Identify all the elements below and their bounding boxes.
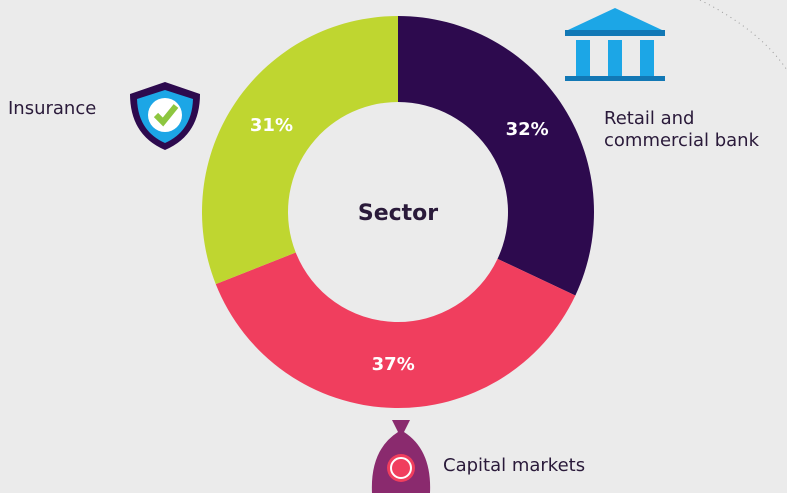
money-bag-icon [371, 420, 431, 493]
pie-segment [215, 252, 576, 409]
value-label: 31% [250, 115, 293, 136]
center-label: Sector [358, 201, 438, 226]
category-label: Capital markets [443, 455, 586, 476]
category-label: Retail and commercial bank [604, 108, 759, 151]
value-label: 37% [372, 354, 415, 375]
pie-segment [202, 16, 398, 285]
bank-icon [565, 8, 665, 81]
shield-icon [130, 82, 200, 150]
category-label: Insurance [8, 98, 97, 119]
pie-segment [398, 16, 594, 296]
value-label: 32% [506, 119, 549, 140]
decoration [699, 0, 787, 71]
